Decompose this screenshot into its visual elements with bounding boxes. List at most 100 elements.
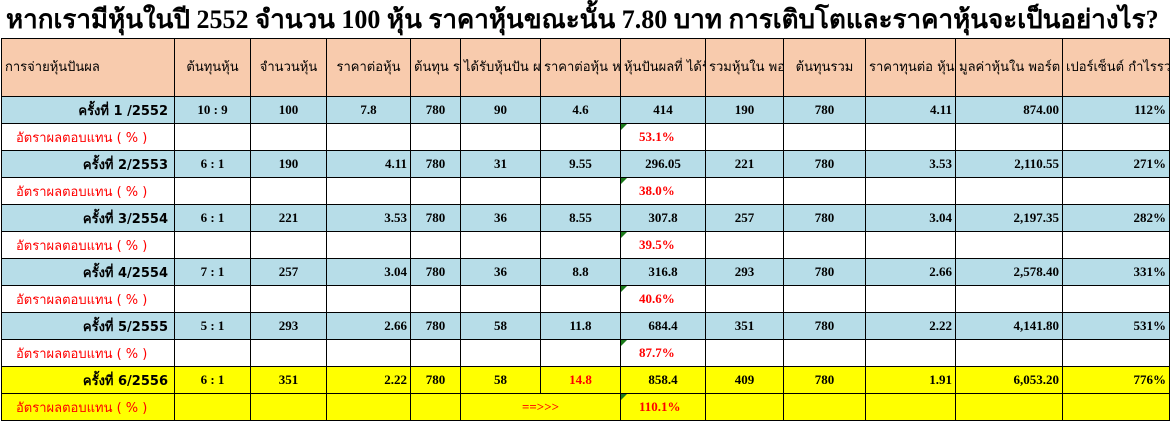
empty-cell[interactable] bbox=[865, 177, 956, 205]
empty-cell[interactable] bbox=[250, 123, 327, 151]
header-dividend-value[interactable]: หุ้นปันผลที่ ได้รับ(บาท) bbox=[620, 38, 706, 97]
return-value-cell[interactable]: 53.1% bbox=[620, 123, 706, 151]
port-value-cell[interactable]: 6,053.20 bbox=[955, 366, 1063, 394]
dividend-shares-cell[interactable]: 58 bbox=[460, 366, 541, 394]
empty-cell[interactable] bbox=[326, 285, 411, 313]
share-count-cell[interactable]: 293 bbox=[250, 312, 327, 340]
round-label[interactable]: ครั้งที่ 1 /2552 bbox=[1, 96, 175, 124]
total-cost-2-cell[interactable]: 780 bbox=[783, 96, 866, 124]
round-label[interactable]: ครั้งที่ 2/2553 bbox=[1, 150, 175, 178]
header-cost-per-share[interactable]: ราคาทุนต่อ หุ้น(ปัจจุบัน) bbox=[865, 38, 956, 97]
return-value-cell[interactable]: 38.0% bbox=[620, 177, 706, 205]
empty-cell[interactable] bbox=[1062, 285, 1170, 313]
dividend-value-cell[interactable]: 307.8 bbox=[620, 204, 706, 232]
dividend-ratio-cell[interactable]: 6 : 1 bbox=[174, 366, 251, 394]
port-value-cell[interactable]: 2,197.35 bbox=[955, 204, 1063, 232]
port-value-cell[interactable]: 874.00 bbox=[955, 96, 1063, 124]
empty-cell[interactable] bbox=[865, 285, 956, 313]
empty-cell[interactable] bbox=[174, 393, 251, 421]
port-value-cell[interactable]: 2,110.55 bbox=[955, 150, 1063, 178]
dividend-value-cell[interactable]: 296.05 bbox=[620, 150, 706, 178]
total-cost-cell[interactable]: 780 bbox=[410, 204, 461, 232]
dividend-ratio-cell[interactable]: 6 : 1 bbox=[174, 150, 251, 178]
price-cell[interactable]: 4.11 bbox=[326, 150, 411, 178]
price-cell[interactable]: 3.04 bbox=[326, 258, 411, 286]
header-port-value[interactable]: มูลค่าหุ้นใน พอร์ต bbox=[955, 38, 1063, 97]
empty-cell[interactable] bbox=[705, 231, 784, 259]
share-count-cell[interactable]: 190 bbox=[250, 150, 327, 178]
dividend-shares-cell[interactable]: 58 bbox=[460, 312, 541, 340]
share-count-cell[interactable]: 100 bbox=[250, 96, 327, 124]
round-label[interactable]: ครั้งที่ 4/2554 bbox=[1, 258, 175, 286]
return-label[interactable]: อัตราผลตอบแทน ( % ) bbox=[1, 231, 175, 259]
total-cost-2-cell[interactable]: 780 bbox=[783, 312, 866, 340]
empty-cell[interactable] bbox=[783, 393, 866, 421]
return-value-cell[interactable]: 39.5% bbox=[620, 231, 706, 259]
profit-pct-cell[interactable]: 531% bbox=[1062, 312, 1170, 340]
empty-cell[interactable] bbox=[410, 177, 461, 205]
total-cost-2-cell[interactable]: 780 bbox=[783, 258, 866, 286]
dividend-value-cell[interactable]: 316.8 bbox=[620, 258, 706, 286]
dividend-shares-cell[interactable]: 90 bbox=[460, 96, 541, 124]
empty-cell[interactable] bbox=[250, 393, 327, 421]
cost-per-share-cell[interactable]: 4.11 bbox=[865, 96, 956, 124]
empty-cell[interactable] bbox=[955, 231, 1063, 259]
total-cost-cell[interactable]: 780 bbox=[410, 366, 461, 394]
cost-per-share-cell[interactable]: 2.22 bbox=[865, 312, 956, 340]
price-after-xd-cell[interactable]: 11.8 bbox=[540, 312, 621, 340]
header-stock-cost[interactable]: ต้นทุนหุ้น bbox=[174, 38, 251, 97]
empty-cell[interactable] bbox=[250, 339, 327, 367]
header-dividend-ratio[interactable]: การจ่ายหุ้นปันผล bbox=[1, 38, 175, 97]
empty-cell[interactable] bbox=[174, 177, 251, 205]
empty-cell[interactable] bbox=[410, 339, 461, 367]
arrow-indicator[interactable]: ==>>> bbox=[460, 393, 621, 421]
price-cell[interactable]: 7.8 bbox=[326, 96, 411, 124]
return-label[interactable]: อัตราผลตอบแทน ( % ) bbox=[1, 339, 175, 367]
dividend-value-cell[interactable]: 414 bbox=[620, 96, 706, 124]
return-label[interactable]: อัตราผลตอบแทน ( % ) bbox=[1, 285, 175, 313]
empty-cell[interactable] bbox=[250, 231, 327, 259]
empty-cell[interactable] bbox=[865, 123, 956, 151]
empty-cell[interactable] bbox=[955, 393, 1063, 421]
empty-cell[interactable] bbox=[460, 231, 541, 259]
empty-cell[interactable] bbox=[783, 123, 866, 151]
port-shares-cell[interactable]: 351 bbox=[705, 312, 784, 340]
empty-cell[interactable] bbox=[410, 231, 461, 259]
empty-cell[interactable] bbox=[705, 177, 784, 205]
empty-cell[interactable] bbox=[540, 231, 621, 259]
empty-cell[interactable] bbox=[410, 123, 461, 151]
price-after-xd-cell[interactable]: 8.55 bbox=[540, 204, 621, 232]
empty-cell[interactable] bbox=[174, 285, 251, 313]
dividend-ratio-cell[interactable]: 10 : 9 bbox=[174, 96, 251, 124]
empty-cell[interactable] bbox=[326, 393, 411, 421]
empty-cell[interactable] bbox=[460, 177, 541, 205]
dividend-value-cell[interactable]: 684.4 bbox=[620, 312, 706, 340]
total-cost-cell[interactable]: 780 bbox=[410, 96, 461, 124]
price-cell[interactable]: 2.66 bbox=[326, 312, 411, 340]
empty-cell[interactable] bbox=[326, 231, 411, 259]
empty-cell[interactable] bbox=[1062, 393, 1170, 421]
header-price-after-xd[interactable]: ราคาต่อหุ้น หลัง XD bbox=[540, 38, 621, 97]
header-profit-pct[interactable]: เปอร์เซ็นต์ กำไรรวม bbox=[1062, 38, 1170, 97]
price-after-xd-cell[interactable]: 8.8 bbox=[540, 258, 621, 286]
port-value-cell[interactable]: 4,141.80 bbox=[955, 312, 1063, 340]
empty-cell[interactable] bbox=[540, 339, 621, 367]
empty-cell[interactable] bbox=[705, 123, 784, 151]
empty-cell[interactable] bbox=[540, 123, 621, 151]
empty-cell[interactable] bbox=[174, 339, 251, 367]
return-value-cell[interactable]: 110.1% bbox=[620, 393, 706, 421]
empty-cell[interactable] bbox=[250, 177, 327, 205]
price-cell[interactable]: 3.53 bbox=[326, 204, 411, 232]
port-value-cell[interactable]: 2,578.40 bbox=[955, 258, 1063, 286]
empty-cell[interactable] bbox=[783, 285, 866, 313]
total-cost-cell[interactable]: 780 bbox=[410, 258, 461, 286]
cost-per-share-cell[interactable]: 1.91 bbox=[865, 366, 956, 394]
profit-pct-cell[interactable]: 112% bbox=[1062, 96, 1170, 124]
profit-pct-cell[interactable]: 282% bbox=[1062, 204, 1170, 232]
empty-cell[interactable] bbox=[326, 177, 411, 205]
return-label[interactable]: อัตราผลตอบแทน ( % ) bbox=[1, 177, 175, 205]
cost-per-share-cell[interactable]: 3.53 bbox=[865, 150, 956, 178]
empty-cell[interactable] bbox=[955, 339, 1063, 367]
empty-cell[interactable] bbox=[1062, 177, 1170, 205]
header-dividend-shares[interactable]: ได้รับหุ้นปัน ผล (หุ้น) bbox=[460, 38, 541, 97]
